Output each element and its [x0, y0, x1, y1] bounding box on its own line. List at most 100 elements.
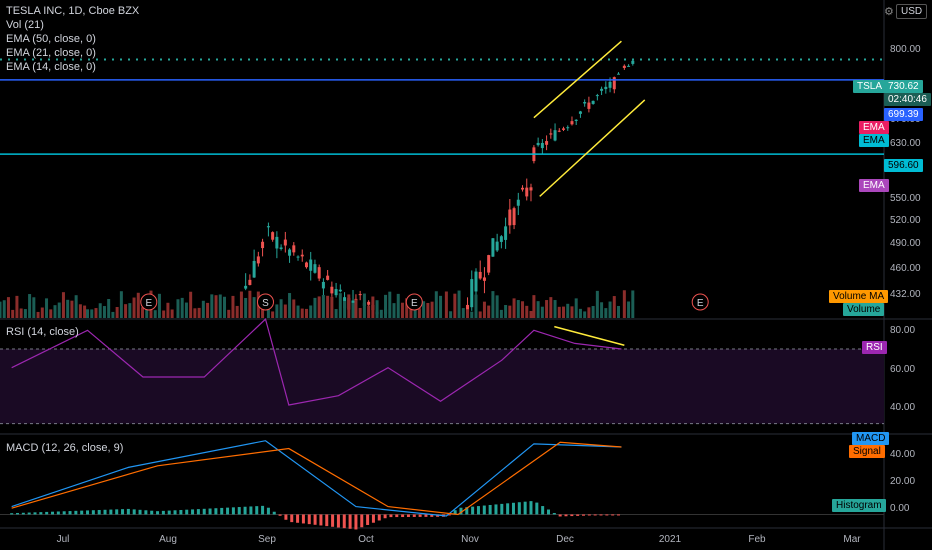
level-low-tag: 596.60	[884, 159, 923, 172]
volume-bar	[70, 300, 74, 318]
volume-bar	[587, 307, 591, 318]
volume-bar	[102, 306, 106, 318]
candle-body	[595, 95, 599, 97]
macd-histogram-bar	[62, 511, 66, 515]
macd-histogram-bar	[208, 508, 212, 515]
volume-bar	[529, 310, 533, 318]
volume-bar	[409, 306, 413, 318]
volume-bar	[218, 294, 222, 318]
volume-bar	[512, 298, 516, 318]
event-marker-icon	[691, 293, 709, 311]
level-top-tag: 699.39	[884, 108, 923, 121]
candle-body	[583, 101, 587, 104]
volume-bar	[201, 300, 205, 318]
volume-bar	[617, 305, 621, 318]
volume-bar	[94, 308, 98, 318]
candle-body	[508, 209, 512, 226]
macd-histogram-bar	[418, 514, 422, 517]
price-tick: 550.00	[890, 193, 921, 204]
volume-bar	[136, 292, 140, 318]
macd-histogram-bar	[126, 508, 130, 515]
volume-bar	[549, 297, 553, 318]
study-ema14-legend[interactable]: EMA (14, close, 0)	[6, 61, 96, 73]
volume-bar	[338, 293, 342, 318]
macd-legend[interactable]: MACD (12, 26, close, 9)	[6, 442, 124, 454]
volume-bar	[557, 306, 561, 318]
macd-histogram-bar	[401, 514, 405, 518]
volume-bar	[231, 295, 235, 318]
candle-body	[491, 238, 495, 257]
candle-body	[261, 241, 265, 249]
candle-body	[540, 142, 544, 149]
macd-histogram-bar	[249, 506, 253, 515]
candle-body	[499, 236, 503, 242]
volume-bar	[61, 292, 65, 318]
volume-bar	[193, 308, 197, 318]
volume-bar	[439, 295, 443, 318]
volume-bar	[521, 301, 525, 318]
macd-histogram-bar	[231, 507, 235, 515]
macd-histogram-bar	[471, 506, 475, 515]
volume-bar	[487, 305, 491, 318]
rsi-legend[interactable]: RSI (14, close)	[6, 326, 79, 338]
macd-histogram-bar	[506, 503, 510, 515]
rsi-divergence-line	[554, 325, 625, 346]
volume-bar	[461, 308, 465, 318]
macd-histogram-bar	[605, 514, 609, 516]
candle-body	[474, 271, 478, 292]
study-ema50-legend[interactable]: EMA (50, close, 0)	[6, 33, 96, 45]
x-tick-label: Dec	[556, 534, 574, 545]
volume-bar	[392, 303, 396, 318]
study-volume-legend[interactable]: Vol (21)	[6, 19, 44, 31]
volume-bar	[176, 299, 180, 318]
candle-body	[279, 247, 283, 249]
candle-body	[487, 255, 491, 273]
candle-body	[309, 259, 313, 271]
volume-bar	[189, 291, 193, 318]
volume-bar	[470, 311, 474, 318]
macd-histogram-bar	[161, 510, 165, 515]
volume-bar	[400, 302, 404, 318]
macd-histogram-bar	[558, 514, 562, 517]
currency-selector[interactable]: USD	[896, 4, 928, 19]
macd-histogram-bar	[581, 514, 585, 516]
volume-bar	[622, 290, 626, 318]
x-tick-label: Jul	[56, 534, 70, 545]
last-price-tag: 730.62	[884, 80, 923, 93]
candle-body	[252, 260, 256, 278]
volume-bar	[444, 291, 448, 318]
study-ema21-legend[interactable]: EMA (21, close, 0)	[6, 47, 96, 59]
volume-bar	[326, 295, 330, 318]
volume-bar	[239, 291, 243, 318]
candle-body	[591, 100, 595, 104]
price-tick: 432.00	[890, 289, 921, 300]
volume-bar	[354, 299, 358, 318]
candle-body	[256, 256, 260, 264]
macd-histogram-bar	[243, 506, 247, 515]
volume-bar	[86, 309, 90, 318]
candle-body	[608, 81, 612, 88]
macd-tick: 20.00	[890, 476, 916, 487]
candle-body	[617, 73, 621, 75]
volume-bar	[235, 305, 239, 318]
rsi-tick: 80.00	[890, 325, 916, 336]
macd-histogram-bar	[109, 509, 113, 515]
macd-histogram-bar	[16, 512, 20, 515]
macd-histogram-bar	[307, 514, 311, 525]
macd-histogram-bar	[453, 510, 457, 515]
candle-body	[549, 133, 553, 135]
candle-body	[557, 130, 561, 132]
macd-histogram-bar	[535, 502, 539, 515]
candle-body	[574, 119, 578, 122]
volume-bar	[288, 293, 292, 318]
volume-bar	[343, 300, 347, 318]
event-marker-icon	[256, 293, 274, 311]
volume-bar	[74, 295, 78, 318]
candle-body	[516, 199, 520, 206]
volume-bar	[351, 302, 355, 318]
gear-icon[interactable]: ⚙	[884, 6, 894, 18]
volume-bar	[53, 305, 57, 318]
volume-bar	[313, 297, 317, 318]
macd-histogram-bar	[494, 504, 498, 515]
